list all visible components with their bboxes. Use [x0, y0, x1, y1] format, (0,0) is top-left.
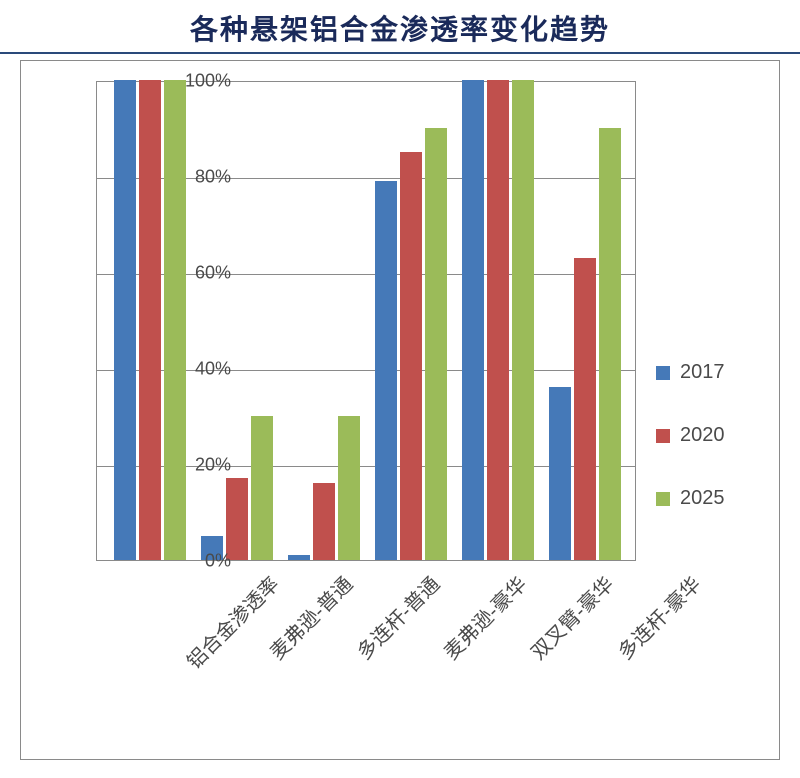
bar — [313, 483, 335, 560]
bar — [226, 478, 248, 560]
page-title: 各种悬架铝合金渗透率变化趋势 — [190, 14, 610, 45]
y-tick-label: 80% — [171, 167, 231, 188]
y-tick-label: 40% — [171, 359, 231, 380]
x-tick-label: 双叉臂-豪华 — [523, 569, 619, 665]
bar — [549, 387, 571, 560]
legend-label: 2017 — [680, 361, 725, 384]
bar — [425, 128, 447, 560]
legend-swatch — [656, 429, 670, 443]
legend-item: 2017 — [656, 361, 776, 384]
legend: 2017 2020 2025 — [656, 361, 776, 550]
x-tick-label: 麦弗逊-豪华 — [436, 569, 532, 665]
y-tick-label: 60% — [171, 263, 231, 284]
bar — [338, 416, 360, 560]
bar — [462, 80, 484, 560]
legend-item: 2025 — [656, 487, 776, 510]
bar — [487, 80, 509, 560]
bar — [251, 416, 273, 560]
bar — [400, 152, 422, 560]
bar — [164, 80, 186, 560]
y-tick-label: 100% — [171, 71, 231, 92]
y-tick-label: 0% — [171, 551, 231, 572]
legend-item: 2020 — [656, 424, 776, 447]
title-bar: 各种悬架铝合金渗透率变化趋势 — [0, 0, 800, 54]
x-tick-label: 多连杆-豪华 — [610, 569, 706, 665]
bar — [599, 128, 621, 560]
legend-label: 2020 — [680, 424, 725, 447]
x-tick-label: 多连杆-普通 — [349, 569, 445, 665]
bar — [139, 80, 161, 560]
x-tick-label: 铝合金渗透率 — [179, 569, 284, 674]
plot-area — [96, 81, 636, 561]
bar — [375, 181, 397, 560]
bar — [114, 80, 136, 560]
y-tick-label: 20% — [171, 455, 231, 476]
legend-label: 2025 — [680, 487, 725, 510]
legend-swatch — [656, 366, 670, 380]
bar — [288, 555, 310, 560]
bar — [574, 258, 596, 560]
chart-container: 0%20%40%60%80%100% 铝合金渗透率麦弗逊-普通多连杆-普通麦弗逊… — [20, 60, 780, 760]
legend-swatch — [656, 492, 670, 506]
bar — [512, 80, 534, 560]
